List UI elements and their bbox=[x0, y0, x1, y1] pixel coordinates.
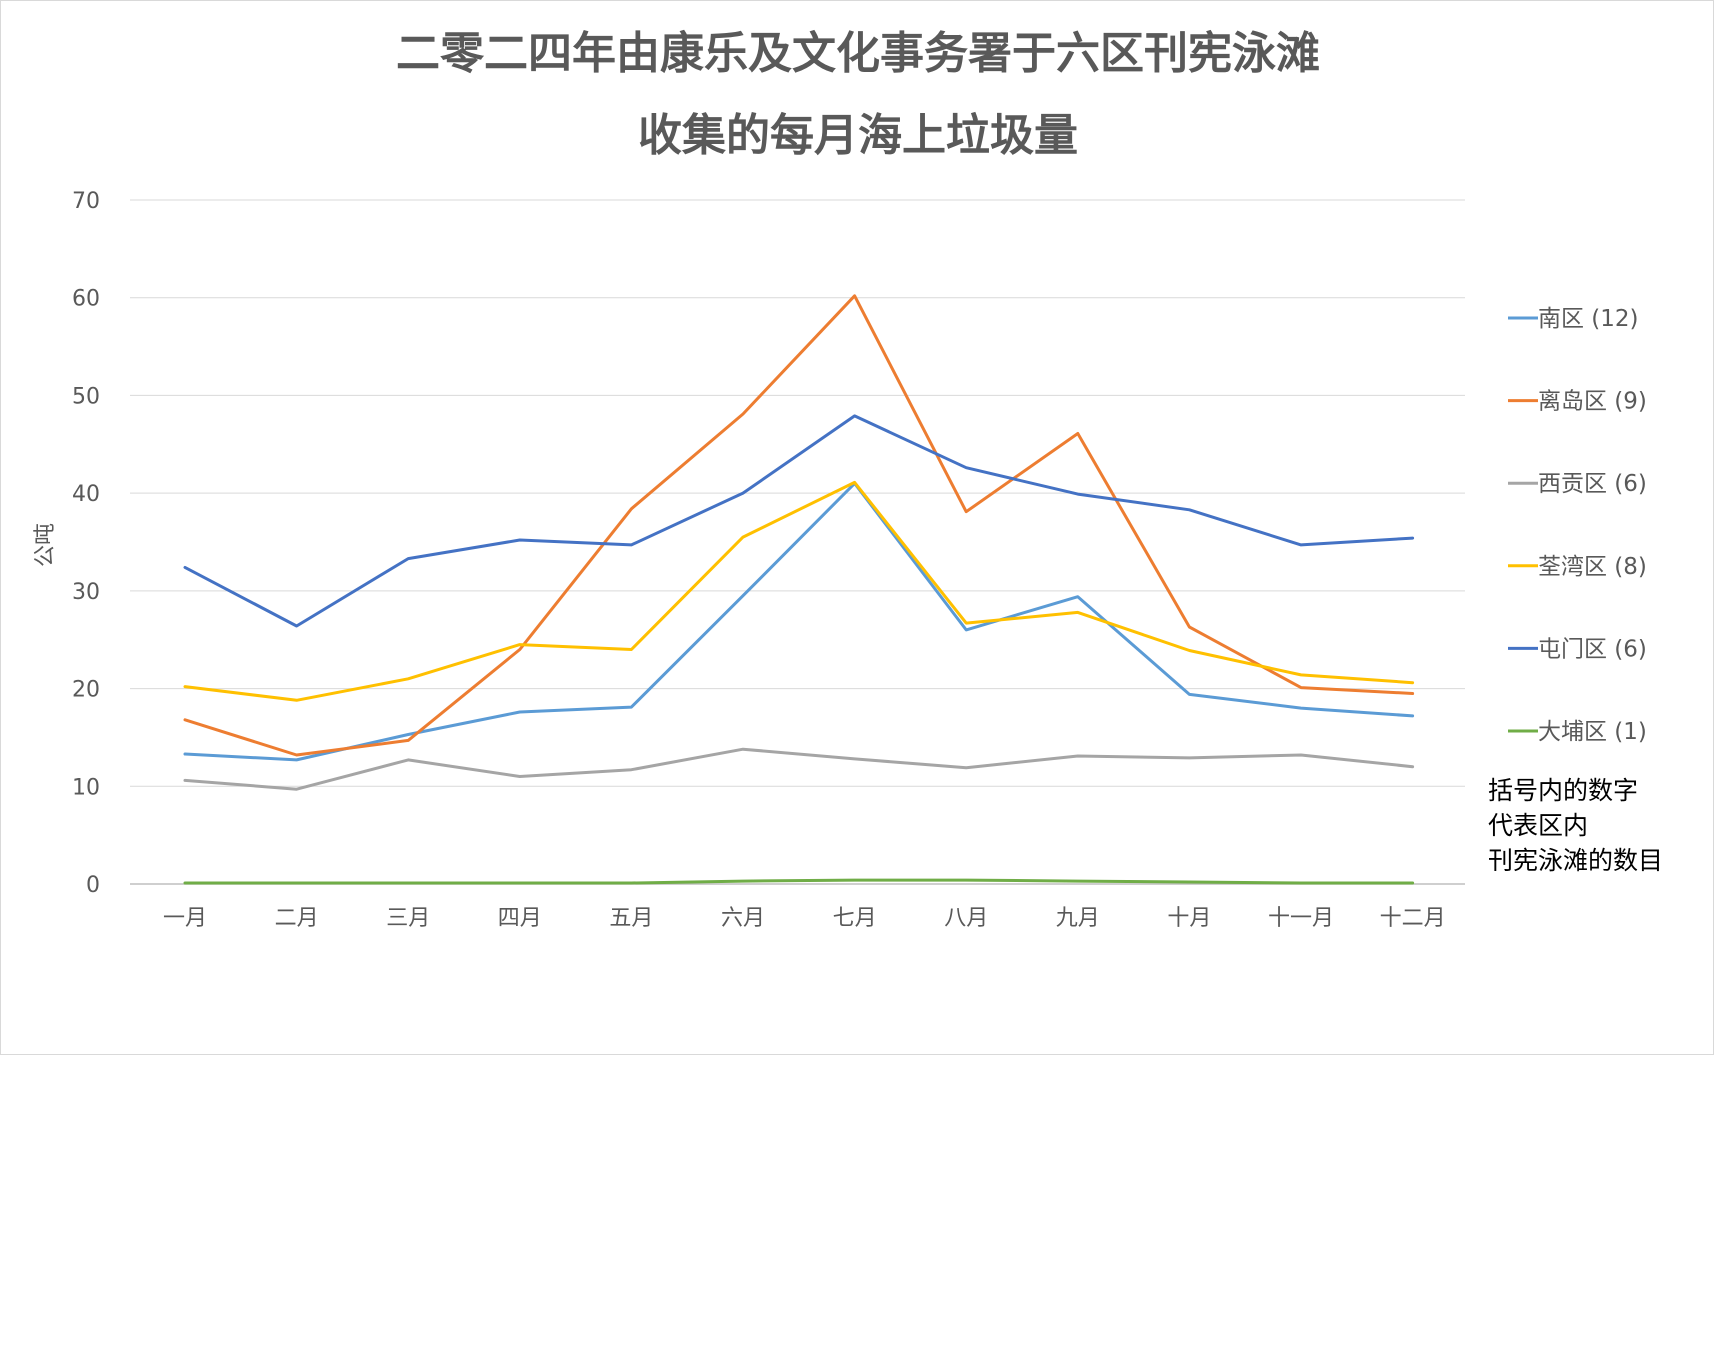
series-lines bbox=[183, 294, 1415, 885]
x-tick-label: 九月 bbox=[1056, 906, 1100, 931]
y-tick-label: 50 bbox=[72, 384, 100, 409]
line-chart: 二零二四年由康乐及文化事务署于六区刊宪泳滩 收集的每月海上垃圾量 0 10 20 30… bbox=[33, 28, 1663, 931]
series-line bbox=[183, 480, 1415, 702]
x-tick-label: 五月 bbox=[609, 906, 653, 931]
legend-entry: 荃湾区 (8) bbox=[1508, 554, 1647, 580]
x-tick-label: 十二月 bbox=[1380, 906, 1446, 931]
x-tick-label: 八月 bbox=[944, 906, 988, 931]
legend-entry: 西贡区 (6) bbox=[1508, 471, 1647, 497]
y-tick-label: 30 bbox=[72, 580, 100, 605]
chart-title-line-1: 二零二四年由康乐及文化事务署于六区刊宪泳滩 bbox=[396, 28, 1320, 79]
series-line bbox=[183, 878, 1415, 885]
x-tick-label: 一月 bbox=[163, 906, 207, 931]
legend-label: 西贡区 (6) bbox=[1538, 471, 1647, 497]
series-line bbox=[183, 747, 1415, 791]
x-tick-label: 六月 bbox=[721, 906, 765, 931]
x-axis-ticks: 一月 二月 三月 四月 五月 六月 七月 八月 九月 十月 十一月 十二月 bbox=[163, 906, 1446, 931]
y-tick-label: 0 bbox=[86, 873, 100, 898]
x-tick-label: 三月 bbox=[386, 906, 430, 931]
x-tick-label: 七月 bbox=[833, 906, 877, 931]
y-tick-label: 60 bbox=[72, 287, 100, 312]
y-tick-label: 10 bbox=[72, 775, 100, 800]
y-tick-label: 20 bbox=[72, 678, 100, 703]
x-tick-label: 十一月 bbox=[1268, 906, 1334, 931]
legend-entry: 大埔区 (1) bbox=[1508, 719, 1647, 745]
series-line bbox=[183, 414, 1415, 628]
chart-title-line-2: 收集的每月海上垃圾量 bbox=[638, 110, 1078, 161]
x-tick-label: 十月 bbox=[1167, 906, 1211, 931]
legend-label: 离岛区 (9) bbox=[1538, 389, 1647, 415]
annotation-line: 刊宪泳滩的数目 bbox=[1488, 846, 1663, 875]
legend-label: 南区 (12) bbox=[1538, 306, 1639, 332]
legend-entry: 南区 (12) bbox=[1508, 306, 1639, 332]
y-tick-label: 70 bbox=[72, 189, 100, 214]
series-line bbox=[183, 294, 1415, 757]
legend-label: 荃湾区 (8) bbox=[1538, 554, 1647, 580]
series-line bbox=[183, 481, 1415, 762]
annotation-line: 括号内的数字 bbox=[1488, 776, 1638, 805]
legend: 南区 (12) 离岛区 (9) 西贡区 (6) 荃湾区 (8) 屯门区 (6) 大埔区 (… bbox=[1508, 306, 1647, 745]
legend-entry: 屯门区 (6) bbox=[1508, 636, 1647, 662]
y-axis-label: 公吨 bbox=[33, 523, 58, 567]
y-tick-label: 40 bbox=[72, 482, 100, 507]
x-tick-label: 四月 bbox=[498, 906, 542, 931]
legend-label: 大埔区 (1) bbox=[1538, 719, 1647, 745]
x-tick-label: 二月 bbox=[275, 906, 319, 931]
annotation-line: 代表区内 bbox=[1488, 811, 1588, 840]
y-axis-ticks: 0 10 20 30 40 50 60 70 bbox=[72, 189, 100, 898]
legend-entry: 离岛区 (9) bbox=[1508, 389, 1647, 415]
legend-label: 屯门区 (6) bbox=[1538, 636, 1647, 662]
